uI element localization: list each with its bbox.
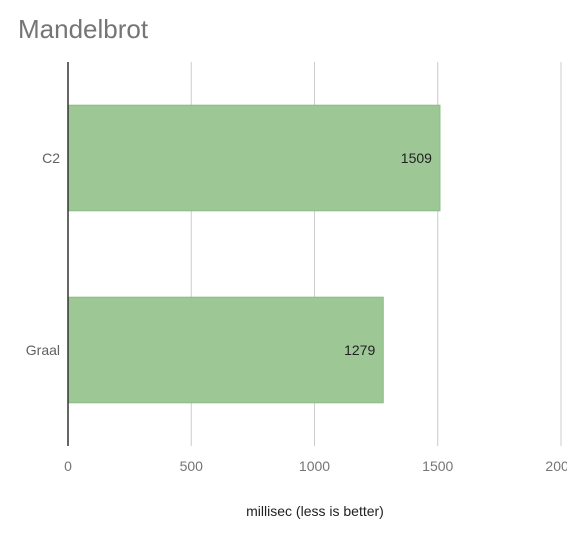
data-label-c2: 1509: [401, 150, 432, 166]
data-labels: 1509 1279: [344, 150, 432, 358]
bar-graal: [67, 296, 384, 404]
data-label-graal: 1279: [344, 342, 375, 358]
bars: [67, 104, 441, 404]
x-tick-label: 2000: [545, 458, 567, 474]
chart-title: Mandelbrot: [18, 14, 149, 44]
x-tick-label: 1500: [422, 458, 453, 474]
x-axis-ticks: 0 500 1000 1500 2000: [64, 458, 567, 474]
category-label-c2: C2: [42, 150, 60, 166]
x-tick-label: 1000: [299, 458, 330, 474]
category-label-graal: Graal: [26, 342, 60, 358]
x-tick-label: 500: [180, 458, 204, 474]
x-axis-title: millisec (less is better): [246, 503, 384, 519]
y-axis: C2 Graal: [26, 62, 69, 446]
x-tick-label: 0: [64, 458, 72, 474]
bar-c2: [67, 104, 441, 212]
